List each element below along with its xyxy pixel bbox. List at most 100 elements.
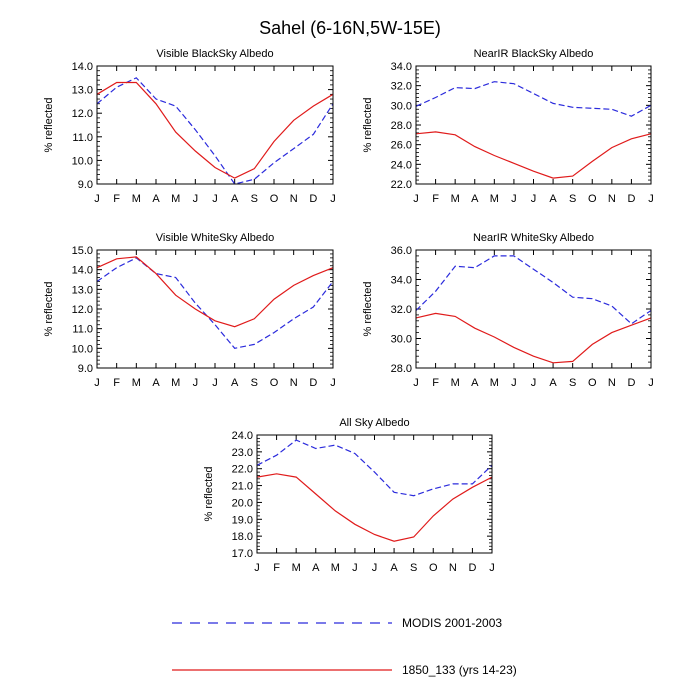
legend-label: 1850_133 (yrs 14-23) [402, 663, 517, 677]
x-tick-label: J [330, 377, 336, 389]
x-tick-label: M [451, 377, 460, 389]
x-tick-label: J [511, 193, 517, 205]
panel-visible-blacksky: Visible BlackSky Albedo % reflected 9.0 10.… [43, 48, 336, 205]
plot-frame [256, 434, 493, 554]
x-tick-label: J [193, 377, 199, 389]
x-tick-label: D [627, 193, 635, 205]
y-tick-label: 12.0 [72, 304, 93, 316]
panel-title: Visible WhiteSky Albedo [156, 232, 274, 244]
x-tick-label: A [549, 193, 557, 205]
x-tick-label: N [449, 562, 457, 574]
series-line-model [415, 131, 652, 179]
x-tick-label: A [152, 377, 160, 389]
y-axis-label: % reflected [362, 281, 374, 336]
y-axis-label: % reflected [43, 97, 55, 152]
series-line-model [96, 81, 334, 179]
y-tick-label: 14.0 [72, 265, 93, 277]
series-line-modis [415, 81, 652, 117]
x-tick-label: J [648, 377, 654, 389]
y-tick-label: 34.0 [391, 275, 412, 287]
x-tick-label: M [171, 193, 180, 205]
panel-nearir-whitesky: NearIR WhiteSky Albedo % reflected 28.0 30.… [362, 232, 654, 389]
x-tick-label: O [588, 193, 597, 205]
panel-nearir-blacksky: NearIR BlackSky Albedo % reflected 22.0 24.… [362, 48, 654, 205]
y-tick-label: 10.0 [72, 343, 93, 355]
y-tick-label: 13.0 [72, 284, 93, 296]
panels: Visible BlackSky Albedo % reflected 9.0 10.… [43, 48, 654, 574]
y-tick-label: 34.0 [391, 61, 412, 73]
x-tick-label: J [254, 562, 260, 574]
x-tick-label: D [309, 193, 317, 205]
y-tick-label: 36.0 [391, 245, 412, 257]
panel-title: All Sky Albedo [339, 417, 409, 429]
y-tick-label: 14.0 [72, 61, 93, 73]
x-tick-label: F [432, 377, 439, 389]
y-tick-label: 32.0 [391, 304, 412, 316]
y-tick-label: 21.0 [232, 481, 253, 493]
y-tick-label: 30.0 [391, 100, 412, 112]
legend-label: MODIS 2001-2003 [402, 616, 502, 630]
figure-title: Sahel (6-16N,5W-15E) [259, 18, 441, 38]
x-tick-label: J [511, 377, 517, 389]
x-tick-label: A [471, 377, 479, 389]
x-tick-label: F [432, 193, 439, 205]
x-tick-label: M [451, 193, 460, 205]
y-tick-label: 22.0 [391, 179, 412, 191]
plot-frame [415, 249, 652, 369]
series-line-model [96, 256, 334, 328]
x-tick-label: J [489, 562, 495, 574]
legend: MODIS 2001-2003 1850_133 (yrs 14-23) [172, 616, 517, 677]
x-tick-label: A [231, 193, 239, 205]
x-tick-label: J [372, 562, 378, 574]
y-tick-label: 28.0 [391, 363, 412, 375]
y-tick-label: 9.0 [78, 363, 93, 375]
y-tick-label: 26.0 [391, 140, 412, 152]
y-tick-label: 11.0 [72, 324, 93, 336]
x-tick-label: J [94, 193, 100, 205]
x-tick-label: F [113, 193, 120, 205]
x-tick-label: A [312, 562, 320, 574]
x-tick-label: M [490, 193, 499, 205]
x-tick-label: M [171, 377, 180, 389]
x-tick-label: M [292, 562, 301, 574]
series-line-model [256, 473, 493, 542]
y-tick-label: 10.0 [72, 155, 93, 167]
plot-frame [96, 249, 334, 369]
y-tick-label: 23.0 [232, 447, 253, 459]
y-tick-label: 13.0 [72, 85, 93, 97]
panel-visible-whitesky: Visible WhiteSky Albedo % reflected 9.0 10.… [43, 232, 336, 389]
y-tick-label: 15.0 [72, 245, 93, 257]
plot-frame [96, 65, 334, 185]
x-tick-label: J [330, 193, 336, 205]
y-tick-label: 24.0 [232, 430, 253, 442]
x-tick-label: D [468, 562, 476, 574]
y-tick-label: 9.0 [78, 179, 93, 191]
y-tick-label: 24.0 [391, 159, 412, 171]
x-tick-label: S [251, 193, 258, 205]
panel-title: NearIR WhiteSky Albedo [473, 232, 594, 244]
x-tick-label: S [569, 193, 576, 205]
series-line-modis [96, 77, 334, 185]
x-tick-label: N [608, 377, 616, 389]
plot-frame [415, 65, 652, 185]
x-tick-label: F [113, 377, 120, 389]
x-tick-label: D [627, 377, 635, 389]
x-tick-label: J [94, 377, 100, 389]
x-tick-label: A [390, 562, 398, 574]
x-tick-label: M [490, 377, 499, 389]
x-tick-label: N [608, 193, 616, 205]
x-tick-label: A [152, 193, 160, 205]
x-tick-label: A [231, 377, 239, 389]
x-tick-label: O [270, 193, 279, 205]
x-tick-label: M [331, 562, 340, 574]
x-tick-label: M [132, 193, 141, 205]
y-axis-label: % reflected [203, 466, 215, 521]
panel-title: Visible BlackSky Albedo [156, 48, 273, 60]
series-line-modis [256, 439, 493, 497]
x-tick-label: S [410, 562, 417, 574]
series-line-model [415, 312, 652, 364]
y-tick-label: 30.0 [391, 334, 412, 346]
series-line-modis [96, 257, 334, 349]
panel-title: NearIR BlackSky Albedo [474, 48, 594, 60]
